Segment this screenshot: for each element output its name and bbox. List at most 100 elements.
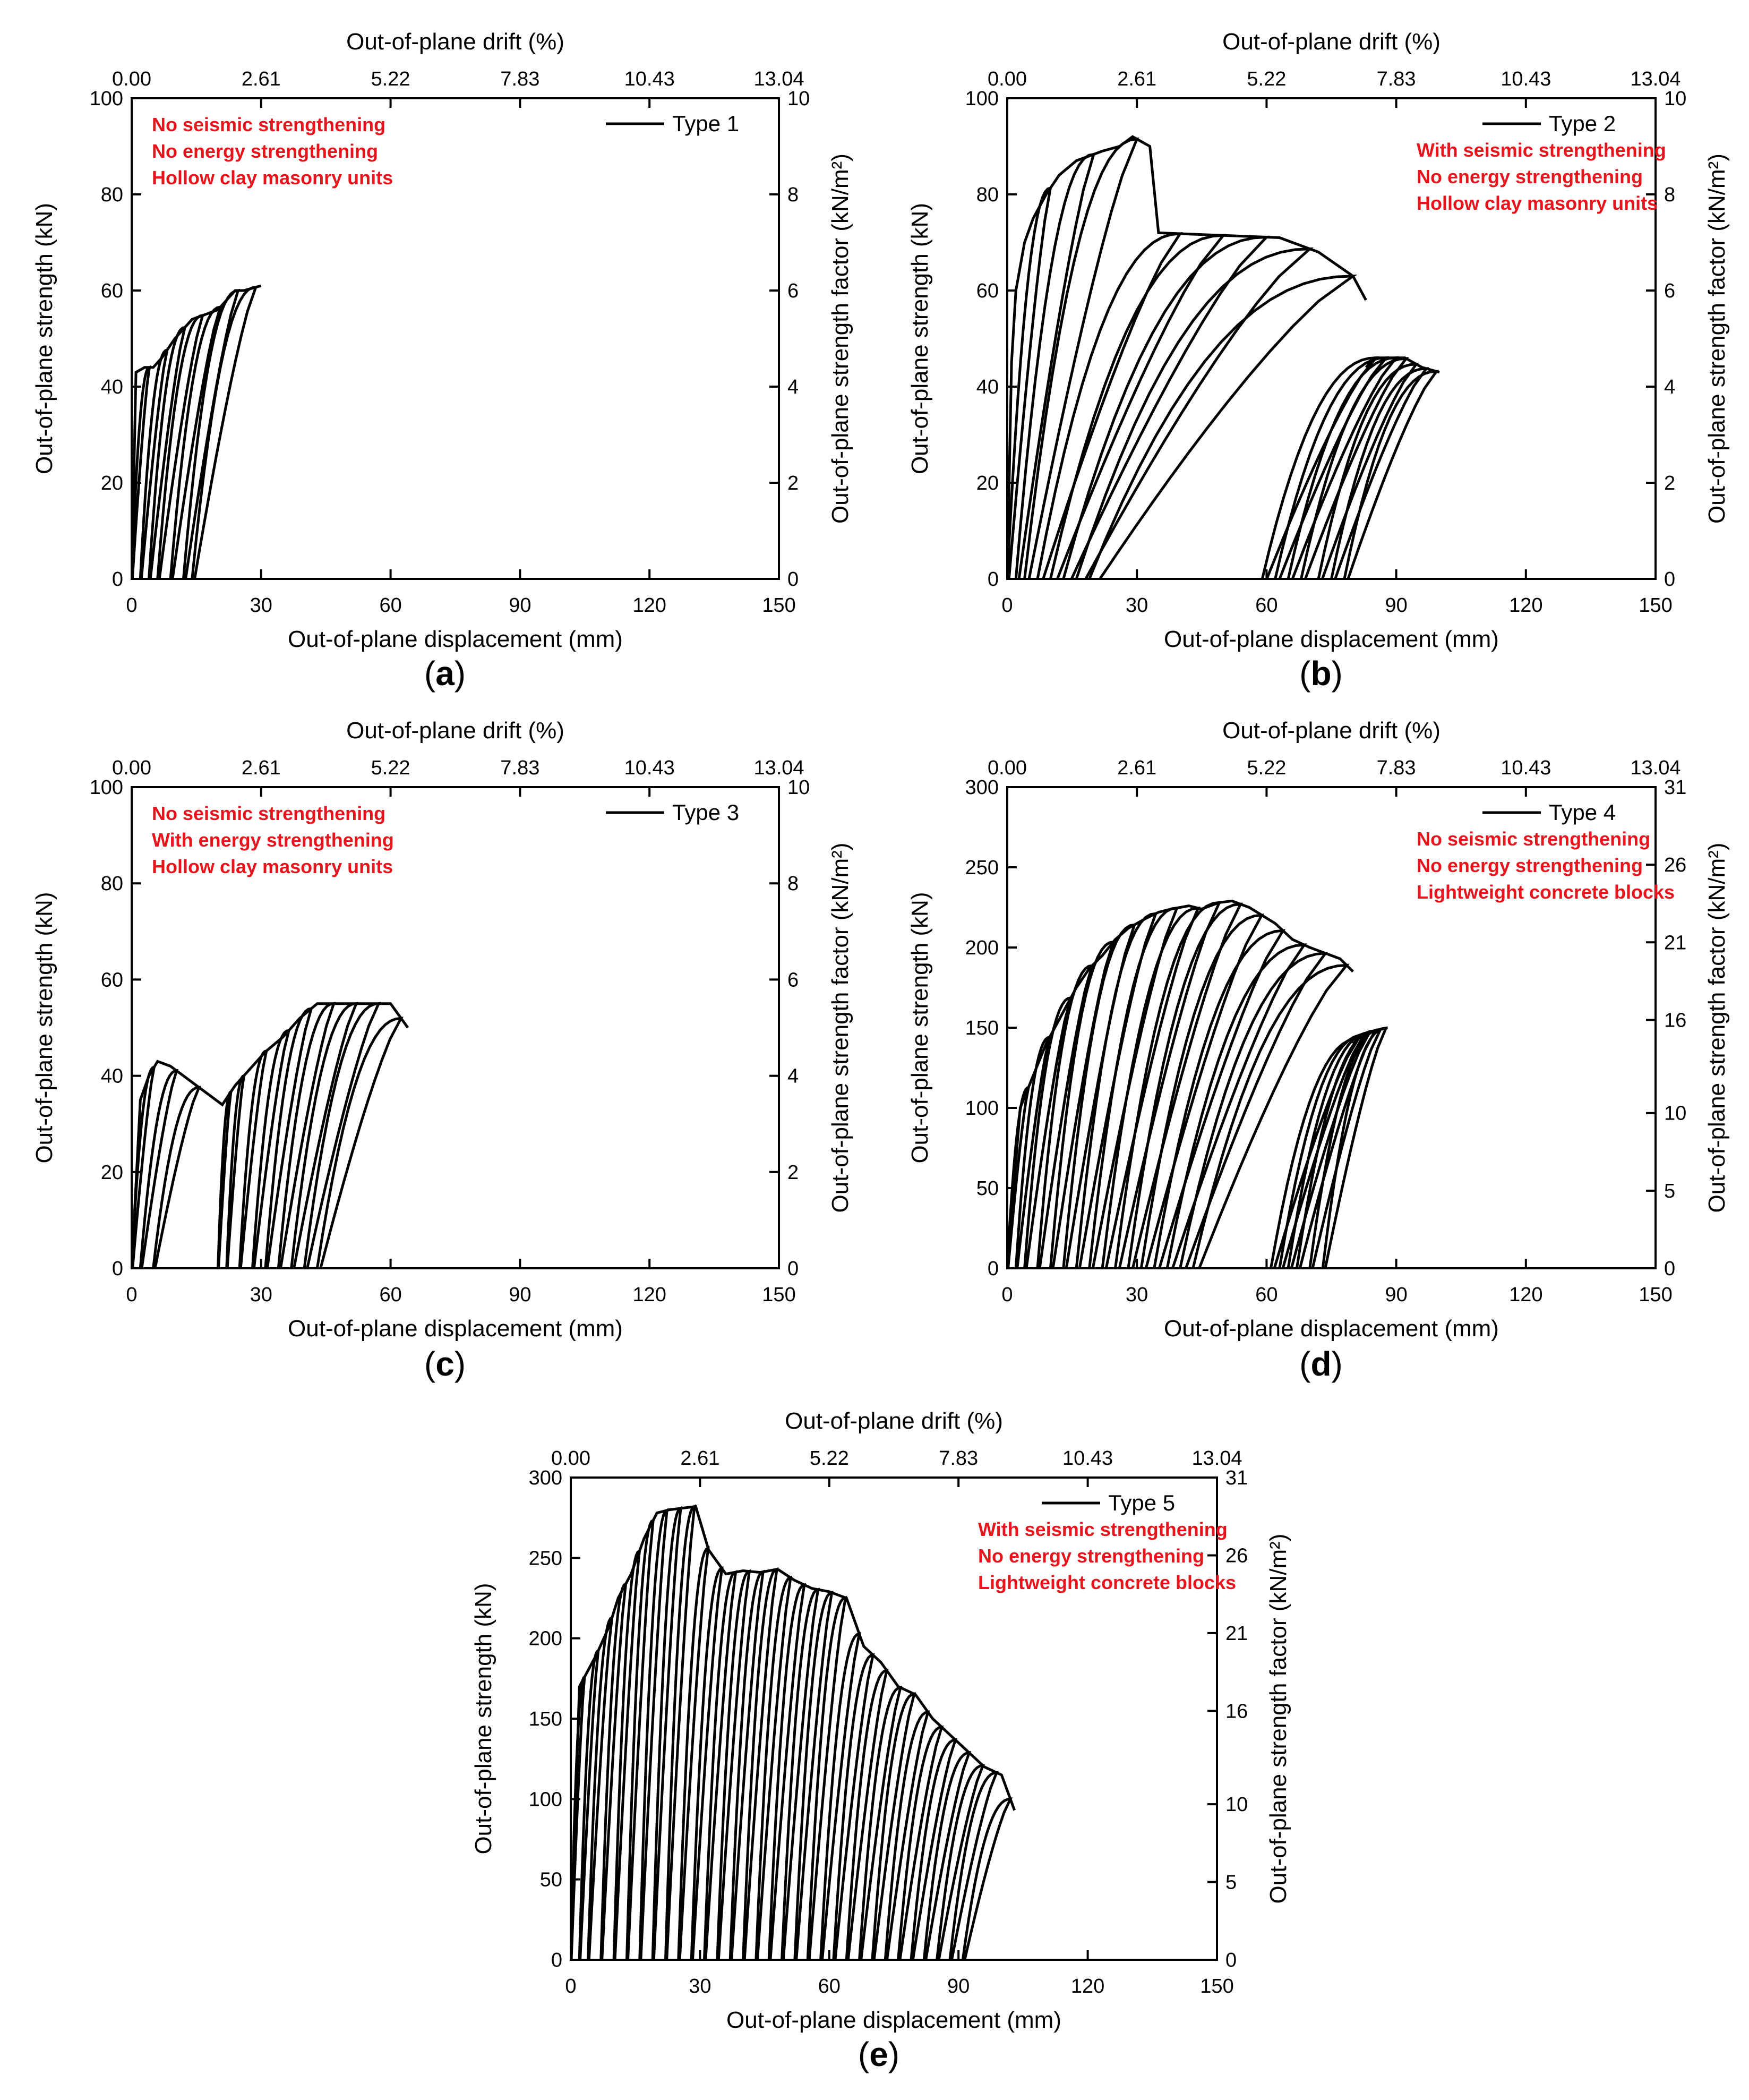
x-top-axis-title: Out-of-plane drift (%)	[785, 1408, 1003, 1434]
x-top-tick-label: 13.04	[1630, 757, 1681, 779]
y2-tick-label: 31	[1664, 776, 1686, 799]
series-loop	[716, 1569, 751, 1960]
panel-e: 0 0.00 30 2.61 60 5.22 90 7.83 120 10.43 150 13.04 0…	[470, 1408, 1291, 2073]
y-tick-label: 0	[112, 568, 123, 591]
y-tick-label: 300	[529, 1467, 562, 1489]
x-top-tick-label: 0.00	[988, 68, 1027, 90]
x-tick-label: 90	[947, 1975, 970, 1997]
y-tick-label: 100	[529, 1788, 562, 1811]
y2-tick-label: 10	[787, 88, 810, 110]
annotation-text: No energy strengthening	[152, 140, 378, 162]
panel-label-part: )	[888, 2035, 899, 2073]
plot-frame	[131, 786, 780, 1269]
hysteresis-curves	[1007, 899, 1388, 1268]
series-loop	[871, 1692, 916, 1960]
x-top-tick-label: 0.00	[112, 68, 151, 90]
y-axis-title: Out-of-plane strength (kN)	[470, 1583, 496, 1854]
annotation-text: Hollow clay masonry units	[152, 856, 393, 877]
series-second-loop	[1287, 1031, 1372, 1268]
y-tick-label: 250	[965, 857, 999, 879]
series-loop	[897, 1725, 944, 1960]
x-top-tick-label: 5.22	[1247, 68, 1286, 90]
y2-tick-label: 10	[1225, 1794, 1248, 1816]
x-tick-label: 0	[126, 1284, 137, 1306]
series-second-envelope	[1352, 1026, 1388, 1045]
series-loop	[910, 1738, 958, 1960]
x-top-axis-title: Out-of-plane drift (%)	[1222, 29, 1441, 55]
x-top-tick-label: 0.00	[112, 757, 151, 779]
series-loop	[728, 1569, 765, 1960]
series-loop	[703, 1570, 738, 1960]
annotation-text: With energy strengthening	[152, 829, 394, 851]
y-tick-label: 50	[540, 1869, 562, 1891]
series-loop	[587, 1615, 614, 1960]
series-loop	[858, 1686, 903, 1960]
legend-label: Type 3	[672, 800, 739, 825]
hysteresis-curves	[132, 284, 262, 579]
series-loop	[1191, 963, 1350, 1268]
y2-tick-label: 8	[1664, 184, 1675, 206]
x-top-tick-label: 13.04	[753, 68, 804, 90]
series-second-loop	[1261, 356, 1379, 579]
series-loop	[1127, 902, 1243, 1268]
y-tick-label: 20	[101, 472, 123, 494]
y2-tick-label: 2	[787, 472, 799, 494]
y2-tick-label: 31	[1225, 1467, 1248, 1489]
series-envelope	[132, 284, 262, 579]
series-loop	[315, 1017, 404, 1268]
x-top-tick-label: 10.43	[624, 68, 675, 90]
y2-tick-label: 21	[1664, 932, 1686, 954]
annotation-text: Hollow clay masonry units	[1417, 192, 1658, 214]
panel-c: 00.00302.61605.22907.8312010.4315013.040…	[31, 718, 853, 1383]
series-loop	[303, 1002, 381, 1268]
series-loop	[638, 1508, 669, 1960]
series-envelope	[132, 1002, 409, 1268]
y-tick-label: 0	[988, 568, 999, 591]
panel-label: (a)	[424, 654, 466, 693]
series-second-loop	[1278, 1033, 1367, 1268]
y-axis-title: Out-of-plane strength (kN)	[907, 892, 933, 1163]
series-loop	[664, 1504, 696, 1960]
series-second-loop	[1330, 367, 1429, 579]
x-top-tick-label: 13.04	[1191, 1447, 1242, 1470]
series-loop	[264, 1006, 313, 1268]
series-loop	[1139, 914, 1264, 1268]
y-tick-label: 40	[101, 376, 123, 398]
y2-tick-label: 10	[1664, 88, 1686, 110]
series-loop	[1036, 963, 1094, 1268]
y-tick-label: 80	[101, 184, 123, 206]
y-tick-label: 200	[965, 937, 999, 959]
x-tick-label: 120	[632, 594, 666, 617]
series-loop	[819, 1632, 861, 1960]
panel-label-part: e	[869, 2035, 888, 2073]
y-tick-label: 200	[529, 1628, 562, 1650]
x-top-tick-label: 2.61	[680, 1447, 719, 1470]
x-tick-label: 0	[565, 1975, 576, 1997]
y2-axis-title: Out-of-plane strength factor (kN/m²)	[827, 843, 853, 1213]
y-tick-label: 50	[976, 1177, 999, 1200]
y-axis-title: Out-of-plane strength (kN)	[31, 892, 57, 1163]
panel-label: (d)	[1299, 1345, 1343, 1383]
series-loop	[1062, 235, 1270, 579]
series-loop	[1179, 951, 1328, 1268]
series-loop	[139, 348, 169, 579]
annotation-text: No energy strengthening	[1417, 166, 1643, 187]
y2-tick-label: 0	[787, 1258, 799, 1280]
x-top-tick-label: 7.83	[500, 68, 539, 90]
annotation-text: Lightweight concrete blocks	[1417, 881, 1675, 903]
series-loop	[1014, 1035, 1052, 1268]
y-tick-label: 0	[112, 1258, 123, 1280]
x-tick-label: 60	[1255, 594, 1278, 617]
x-top-tick-label: 5.22	[810, 1447, 849, 1470]
series-envelope	[571, 1505, 1016, 1960]
series-loop	[1088, 274, 1358, 579]
x-tick-label: 120	[632, 1284, 666, 1306]
x-top-tick-label: 5.22	[1247, 757, 1286, 779]
y-tick-label: 100	[965, 88, 999, 110]
y2-tick-label: 0	[787, 568, 799, 591]
panel-label-part: d	[1310, 1345, 1331, 1383]
y-tick-label: 40	[101, 1065, 123, 1088]
hysteresis-curves	[571, 1504, 1016, 1960]
series-loop	[132, 365, 151, 579]
x-tick-label: 150	[762, 594, 795, 617]
